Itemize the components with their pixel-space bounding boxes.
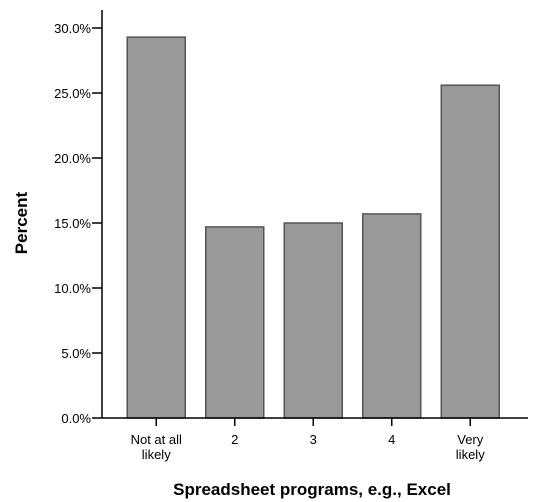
x-tick-label: 3 xyxy=(310,432,317,447)
y-tick-label: 20.0% xyxy=(54,151,91,166)
bar xyxy=(283,222,343,419)
y-tick-label: 15.0% xyxy=(54,216,91,231)
bar xyxy=(362,213,422,419)
y-tick-label: 10.0% xyxy=(54,281,91,296)
x-tick-label: Very likely xyxy=(456,432,485,462)
x-tick-label: 4 xyxy=(388,432,395,447)
x-axis-title: Spreadsheet programs, e.g., Excel xyxy=(173,480,451,499)
x-tick-label: Not at all likely xyxy=(131,432,182,462)
x-tick-label: 2 xyxy=(231,432,238,447)
bar xyxy=(126,36,186,419)
bars-group xyxy=(126,36,500,419)
bar xyxy=(205,226,265,419)
x-axis-ticks: Not at all likely 2 3 4 Very likely xyxy=(131,418,485,462)
y-axis-ticks: 0.0% 5.0% 10.0% 15.0% 20.0% 25.0% 30.0% xyxy=(54,21,102,426)
y-tick-label: 25.0% xyxy=(54,86,91,101)
y-tick-label: 0.0% xyxy=(61,411,91,426)
bar xyxy=(440,84,500,419)
y-tick-label: 5.0% xyxy=(61,346,91,361)
y-tick-label: 30.0% xyxy=(54,21,91,36)
y-axis-title: Percent xyxy=(12,191,31,254)
